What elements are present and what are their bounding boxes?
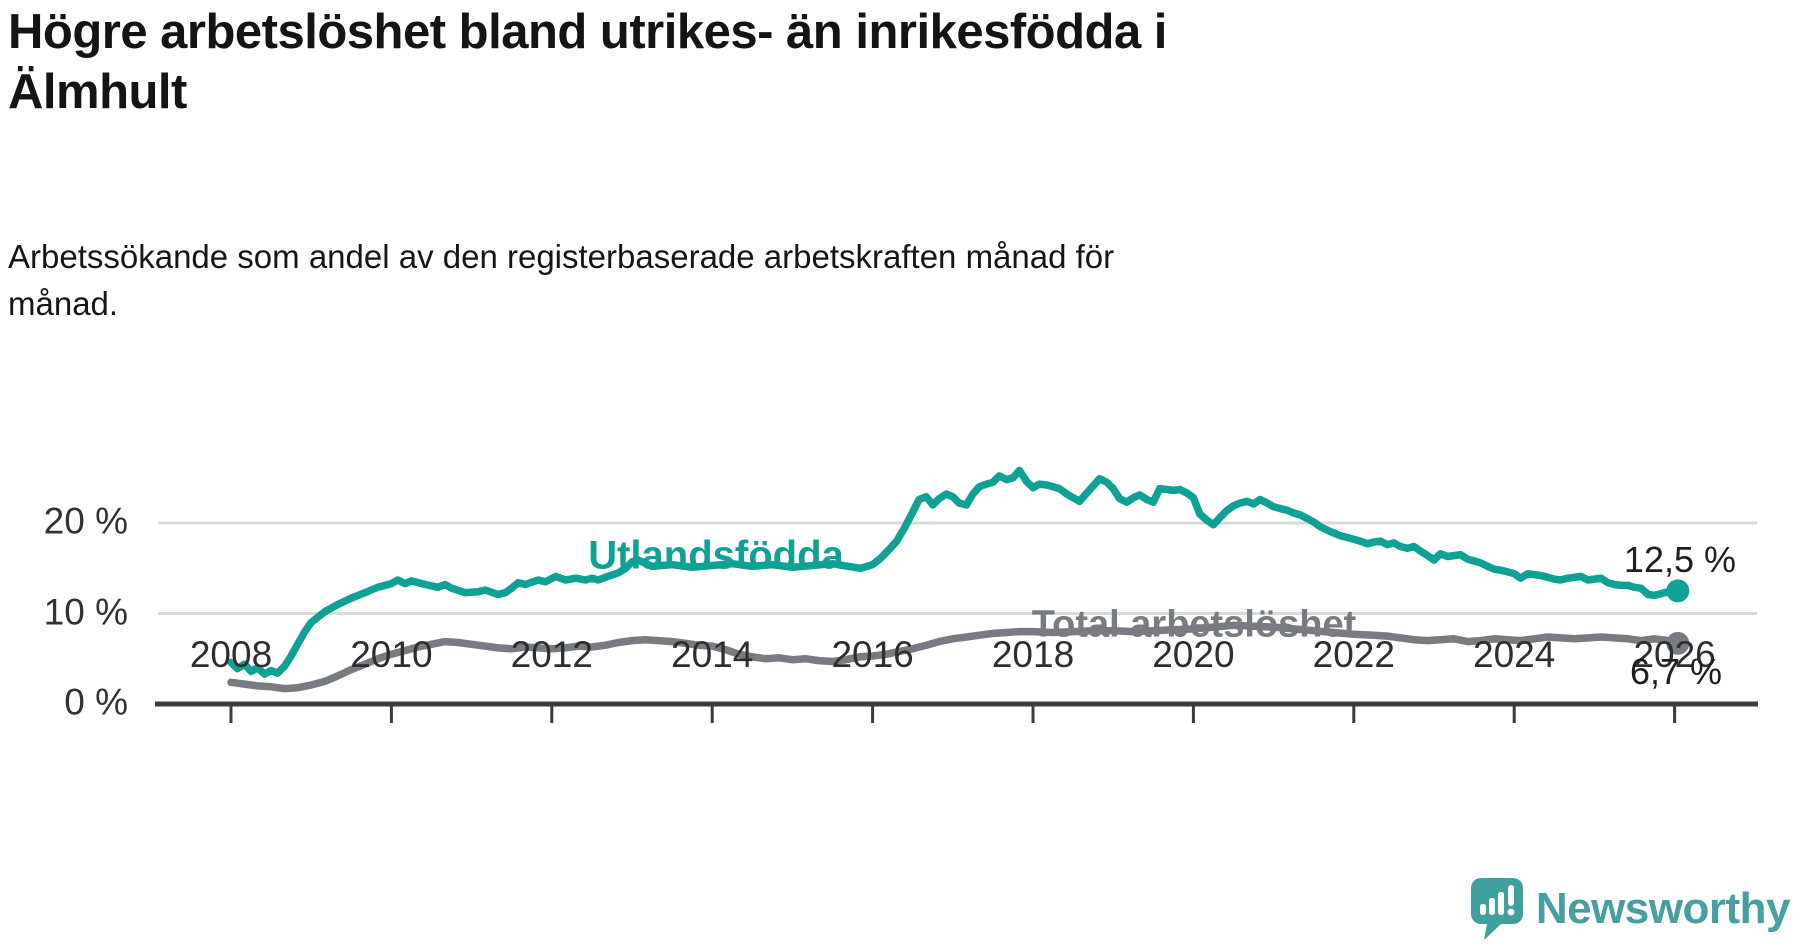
x-axis-label: 2016 [831,634,914,675]
page-title: Högre arbetslöshet bland utrikes- än inr… [8,2,1568,122]
x-axis-label: 2008 [189,634,273,675]
x-axis-label: 2022 [1312,634,1395,675]
y-axis-label: 20 % [43,500,128,542]
newsworthy-logo: Newsworthy [1470,878,1791,940]
x-axis-label: 2018 [991,634,1075,675]
x-axis-label: 2014 [671,634,754,675]
series-end-dot-0 [1666,579,1690,603]
title-line-1: Högre arbetslöshet bland utrikes- än inr… [8,5,1167,59]
x-axis-label: 2024 [1473,634,1556,675]
x-axis-label: 2012 [510,634,593,675]
x-axis-label: 2026 [1633,634,1716,675]
subtitle-line-2: månad. [8,285,119,322]
series-end-dot-1 [1666,631,1690,655]
x-axis-label: 2010 [350,634,433,675]
newsworthy-logo-text: Newsworthy [1535,884,1791,933]
series-end-value-1: 6,7 % [1629,651,1722,692]
y-axis-label: 10 % [43,590,128,632]
series-end-value-0: 12,5 % [1623,539,1736,580]
series-line-1 [227,621,1682,693]
subtitle-line-1: Arbetssökande som andel av den registerb… [8,238,1115,275]
y-axis-label: 0 % [64,681,128,723]
x-axis-label: 2020 [1152,634,1235,675]
series-label-1: Total arbetslöshet [1031,603,1357,646]
newsworthy-speech-bubble-chart-icon [1470,878,1523,940]
series-label-0: Utlandsfödda [588,533,844,578]
chart-subtitle: Arbetssökande som andel av den registerb… [8,233,1478,327]
series-line-0 [227,466,1682,678]
title-line-2: Älmhult [8,65,187,119]
